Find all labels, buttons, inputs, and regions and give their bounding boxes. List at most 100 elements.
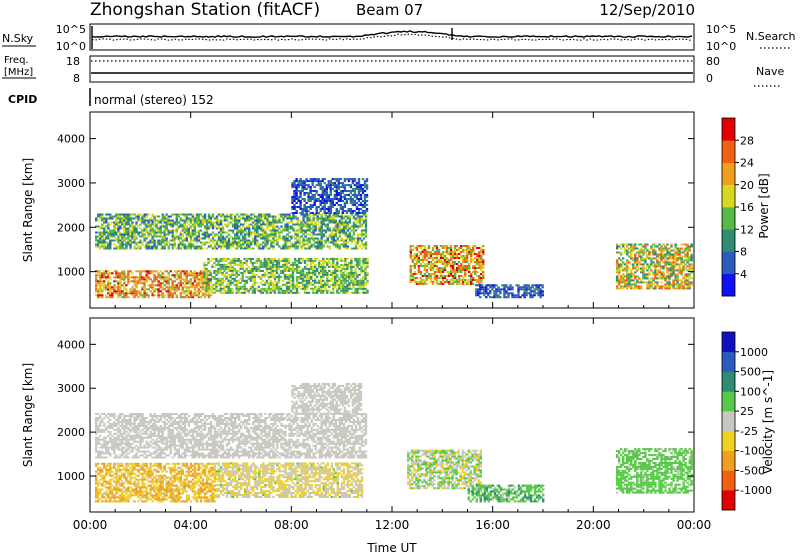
heatmap-cell <box>248 215 251 218</box>
heatmap-cell <box>279 285 283 288</box>
heatmap-cell <box>652 287 655 290</box>
heatmap-cell <box>644 243 647 246</box>
heatmap-cell <box>131 290 134 293</box>
heatmap-cell <box>173 280 176 283</box>
heatmap-cell <box>320 233 323 236</box>
heatmap-cell <box>449 251 453 253</box>
heatmap-cell <box>161 286 164 289</box>
heatmap-cell <box>291 281 295 284</box>
heatmap-cell <box>127 223 130 226</box>
heatmap-cell <box>334 225 337 228</box>
heatmap-cell <box>525 292 528 295</box>
heatmap-cell <box>320 245 323 248</box>
heatmap-cell <box>310 221 313 224</box>
heatmap-cell <box>360 217 364 220</box>
heatmap-cell <box>227 289 230 292</box>
heatmap-cell <box>229 235 233 238</box>
heatmap-cell <box>167 219 170 222</box>
heatmap-cell <box>296 233 299 236</box>
heatmap-cell <box>189 239 193 242</box>
heatmap-cell <box>189 243 193 246</box>
heatmap-cell <box>195 278 199 281</box>
heatmap-cell <box>223 259 226 262</box>
heatmap-cell <box>149 284 152 287</box>
heatmap-cell <box>678 285 681 288</box>
heatmap-cell <box>217 263 220 266</box>
heatmap-cell <box>163 247 166 250</box>
heatmap-cell <box>125 284 128 287</box>
heatmap-cell <box>354 273 357 276</box>
heatmap-cell <box>233 267 236 270</box>
heatmap-cell <box>153 288 156 291</box>
heatmap-cell <box>227 223 231 226</box>
heatmap-cell <box>336 261 339 264</box>
heatmap-cell <box>103 231 106 234</box>
heatmap-cell <box>175 223 178 226</box>
heatmap-cell <box>264 215 267 218</box>
heatmap-cell <box>141 235 144 238</box>
heatmap-cell <box>265 289 269 292</box>
heatmap-cell <box>187 213 190 216</box>
heatmap-cell <box>99 286 102 289</box>
heatmap-cell <box>175 247 178 250</box>
heatmap-cell <box>276 239 279 242</box>
heatmap-cell <box>278 217 281 220</box>
heatmap-cell <box>650 257 653 260</box>
heatmap-cell <box>169 290 172 293</box>
freq-left-tick-top: 18 <box>66 55 80 68</box>
heatmap-cell <box>167 272 170 275</box>
heatmap-cell <box>163 280 166 283</box>
heatmap-cell <box>173 288 176 291</box>
heatmap-cell <box>237 281 240 284</box>
heatmap-cell <box>348 285 351 288</box>
heatmap-cell <box>103 282 106 285</box>
heatmap-cell <box>439 277 443 279</box>
heatmap-cell <box>364 243 368 246</box>
heatmap-cell <box>648 249 651 252</box>
heatmap-cell <box>109 235 112 238</box>
heatmap-cell <box>449 253 453 255</box>
heatmap-cell <box>324 289 327 292</box>
heatmap-cell <box>276 231 279 234</box>
heatmap-cell <box>288 221 291 224</box>
heatmap-cell <box>227 285 230 288</box>
heatmap-cell <box>634 281 637 284</box>
heatmap-cell <box>312 265 315 268</box>
heatmap-cell <box>151 288 154 291</box>
heatmap-cell <box>109 215 112 218</box>
heatmap-cell <box>105 278 108 281</box>
heatmap-cell <box>323 210 326 212</box>
heatmap-cell <box>163 225 166 228</box>
heatmap-cell <box>181 245 184 248</box>
heatmap-cell <box>323 198 326 200</box>
heatmap-cell <box>268 223 271 226</box>
heatmap-cell <box>445 281 449 283</box>
heatmap-cell <box>447 261 451 263</box>
heatmap-cell <box>201 215 205 218</box>
heatmap-cell <box>109 243 112 246</box>
heatmap-cell <box>328 259 331 262</box>
heatmap-cell <box>145 294 148 297</box>
heatmap-cell <box>648 271 651 274</box>
heatmap-cell <box>481 292 484 295</box>
heatmap-cell <box>482 267 485 269</box>
heatmap-cell <box>634 253 637 256</box>
heatmap-cell <box>287 267 291 270</box>
heatmap-cell <box>656 261 659 264</box>
heatmap-cell <box>153 243 156 246</box>
heatmap-cell <box>119 241 122 244</box>
heatmap-cell <box>181 219 184 222</box>
heatmap-cell <box>123 272 126 275</box>
heatmap-cell <box>270 221 273 224</box>
heatmap-cell <box>324 273 327 276</box>
heatmap-cell <box>284 237 287 240</box>
heatmap-cell <box>646 253 649 256</box>
heatmap-cell <box>676 277 679 280</box>
heatmap-cell <box>125 217 128 220</box>
heatmap-cell <box>203 267 206 270</box>
heatmap-cell <box>630 285 633 288</box>
heatmap-cell <box>519 288 522 291</box>
heatmap-cell <box>427 267 431 269</box>
heatmap-cell <box>336 223 339 226</box>
heatmap-cell <box>670 273 673 276</box>
